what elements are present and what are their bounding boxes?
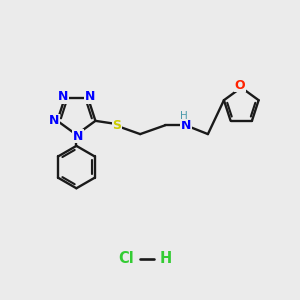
Text: S: S <box>112 119 121 132</box>
Text: O: O <box>235 79 245 92</box>
Text: Cl: Cl <box>118 251 134 266</box>
Text: N: N <box>181 119 191 132</box>
Text: H: H <box>181 111 188 121</box>
Text: N: N <box>73 130 83 143</box>
Text: N: N <box>58 91 68 103</box>
Text: N: N <box>49 114 60 128</box>
Text: H: H <box>160 251 172 266</box>
Text: N: N <box>84 91 95 103</box>
